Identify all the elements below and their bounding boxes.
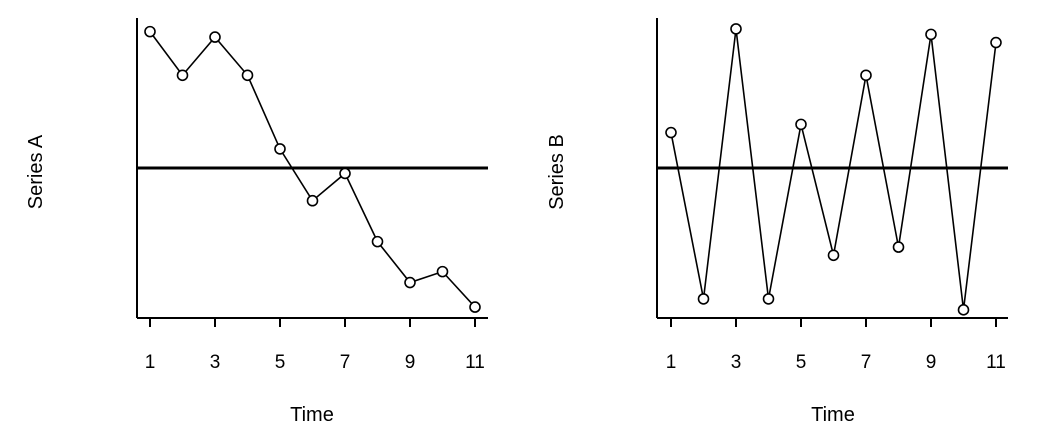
data-point xyxy=(665,126,677,139)
x-tick-label: 3 xyxy=(210,352,221,373)
x-tick-label: 1 xyxy=(145,352,156,373)
x-axis-label: Time xyxy=(290,404,334,426)
data-point xyxy=(404,276,416,289)
x-tick-label: 7 xyxy=(340,352,351,373)
data-point xyxy=(990,36,1002,49)
x-tick-label: 3 xyxy=(731,352,742,373)
data-point xyxy=(860,69,872,82)
data-point xyxy=(241,69,254,82)
data-point xyxy=(371,235,384,248)
y-axis-label: Series A xyxy=(25,134,47,209)
data-point xyxy=(730,23,742,35)
data-point xyxy=(469,301,481,313)
x-tick-label: 5 xyxy=(796,352,807,373)
data-point xyxy=(925,28,937,41)
data-point xyxy=(339,167,351,180)
data-point xyxy=(176,69,189,82)
x-tick-label: 9 xyxy=(405,352,416,373)
data-point xyxy=(827,249,840,262)
data-point xyxy=(436,265,449,278)
data-point xyxy=(144,25,156,38)
data-point xyxy=(762,293,775,305)
y-axis-label: Series B xyxy=(546,134,568,210)
x-tick-label: 11 xyxy=(465,352,485,373)
x-tick-label: 9 xyxy=(926,352,937,373)
data-point xyxy=(274,143,286,155)
chart-panel-series-a: 1 3 5 7 9 11 Time Series A xyxy=(25,18,488,426)
x-axis-label: Time xyxy=(811,404,855,426)
x-tick-label: 11 xyxy=(986,352,1006,373)
x-tick-label: 7 xyxy=(861,352,872,373)
data-point xyxy=(795,118,807,131)
x-tick-label: 1 xyxy=(666,352,677,373)
chart-panel-series-b: 1 3 5 7 9 11 Time Series B xyxy=(546,18,1008,426)
data-point xyxy=(892,241,905,253)
data-point xyxy=(697,293,710,305)
data-point xyxy=(209,31,221,43)
data-point xyxy=(306,194,319,207)
data-point xyxy=(957,304,970,316)
x-tick-label: 5 xyxy=(275,352,286,373)
